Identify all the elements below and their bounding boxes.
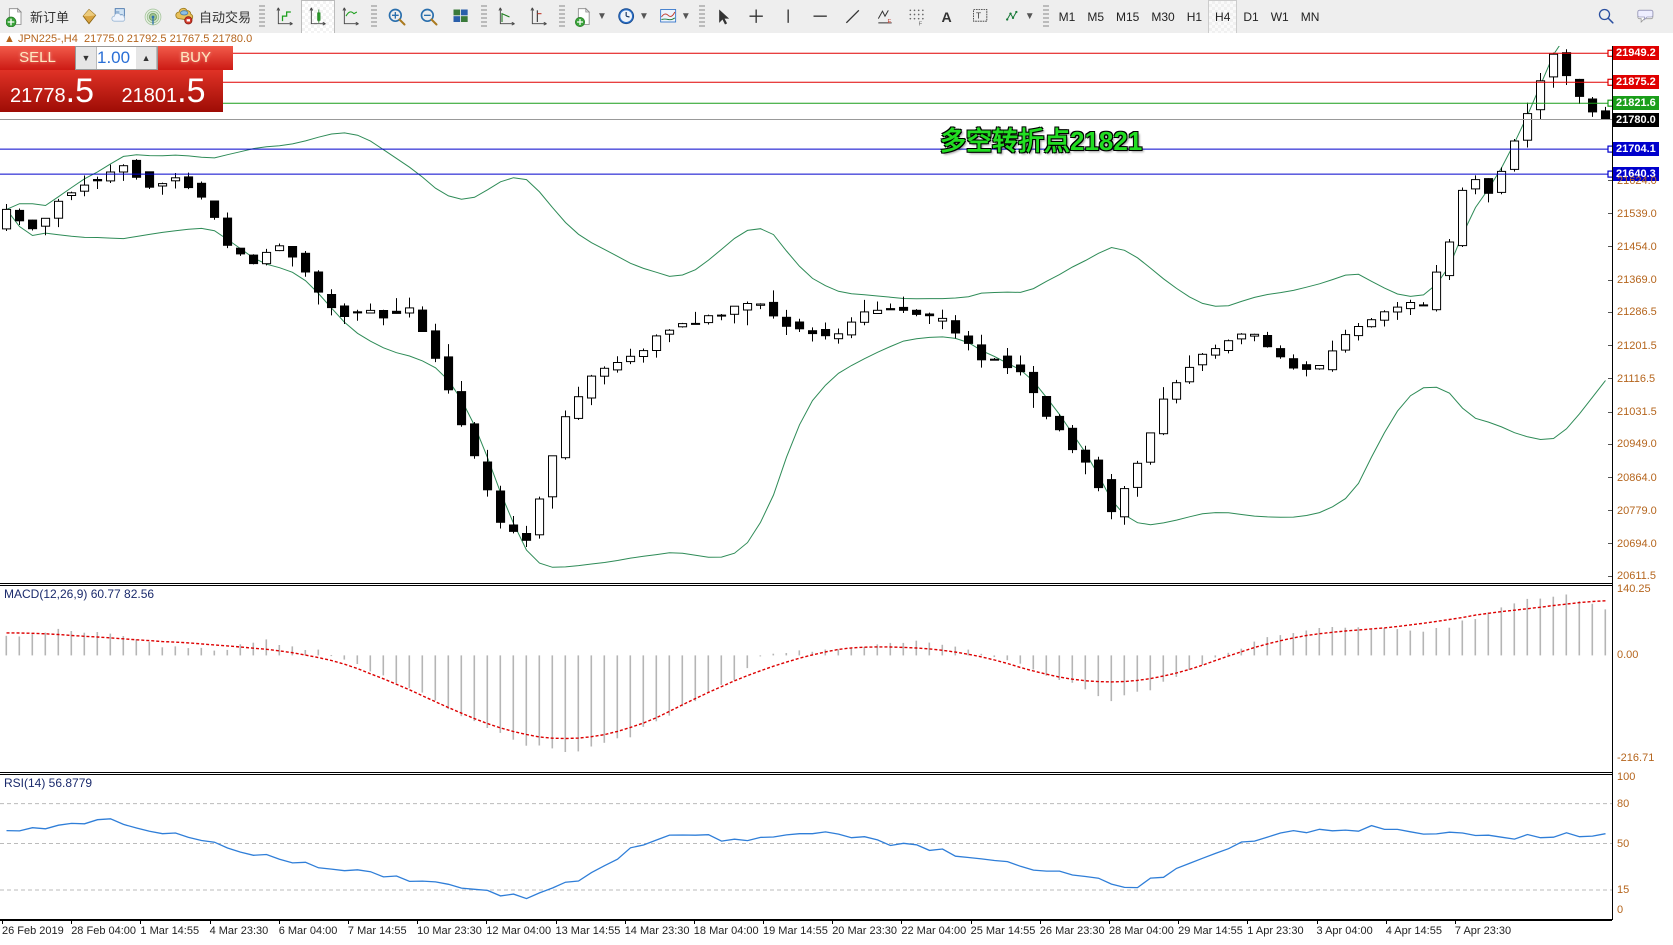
svg-text:T: T	[976, 10, 981, 20]
svg-text:F: F	[918, 21, 922, 27]
svg-text:E: E	[887, 18, 891, 24]
svg-text:A: A	[941, 10, 951, 26]
